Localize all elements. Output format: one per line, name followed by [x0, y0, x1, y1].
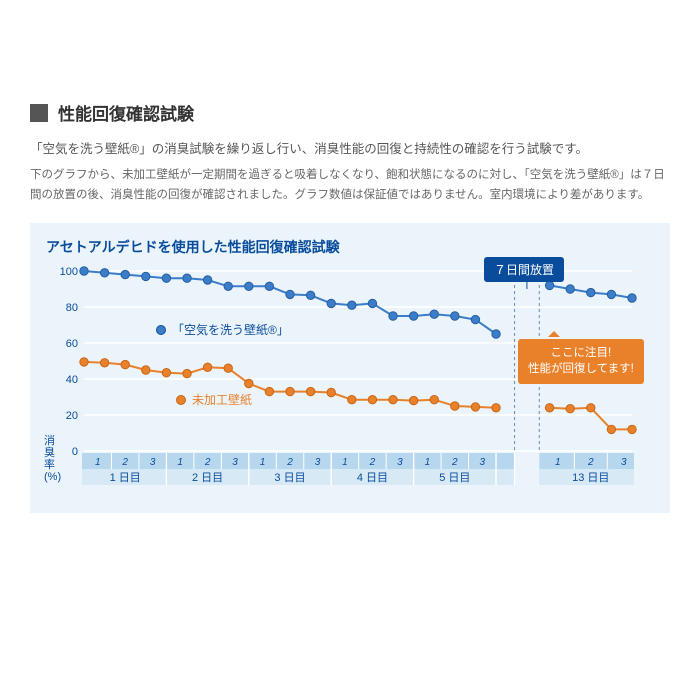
svg-text:2: 2 [587, 457, 594, 468]
svg-text:1: 1 [342, 457, 348, 468]
svg-text:40: 40 [66, 374, 78, 386]
svg-text:1: 1 [95, 457, 101, 468]
svg-text:3: 3 [480, 457, 486, 468]
svg-text:2: 2 [369, 457, 376, 468]
svg-text:13 日目: 13 日目 [572, 472, 609, 484]
svg-text:1: 1 [425, 457, 431, 468]
chart-title: アセトアルデヒドを使用した性能回復確認試験 [46, 237, 654, 257]
svg-text:4 日目: 4 日目 [357, 472, 388, 484]
svg-text:3: 3 [397, 457, 403, 468]
svg-text:1: 1 [555, 457, 561, 468]
chart-wrap: 0 20 40 60 80 100 1 2 3 1 日目 1 2 3 2 日目 1 2 3 3 日目 1 2 3 4 日目… [46, 263, 654, 503]
svg-text:1: 1 [177, 457, 183, 468]
svg-text:1: 1 [260, 457, 266, 468]
legend-blue: 「空気を洗う壁紙®」 [156, 321, 289, 338]
svg-text:0: 0 [72, 446, 78, 458]
ylabel-3: (%) [44, 471, 61, 483]
svg-text:3: 3 [232, 457, 238, 468]
svg-text:1 日目: 1 日目 [110, 472, 141, 484]
callout-top-text: ７日間放置 [494, 263, 554, 277]
svg-text:2: 2 [121, 457, 128, 468]
svg-text:20: 20 [66, 410, 78, 422]
chart-panel: アセトアルデヒドを使用した性能回復確認試験 0 20 40 60 80 100 1 2 3 1 日… [30, 223, 670, 513]
section-marker [30, 104, 48, 122]
dot-icon [156, 325, 166, 335]
legend-orange-label: 未加工壁紙 [192, 391, 252, 408]
svg-text:100: 100 [60, 266, 78, 278]
legend-blue-label: 「空気を洗う壁紙®」 [172, 321, 289, 338]
svg-text:3: 3 [150, 457, 156, 468]
svg-text:80: 80 [66, 302, 78, 314]
legend-orange: 未加工壁紙 [176, 391, 252, 408]
ylabel-0: 消 [44, 435, 61, 447]
svg-text:2 日目: 2 日目 [192, 472, 223, 484]
svg-text:3: 3 [621, 457, 627, 468]
svg-text:2: 2 [451, 457, 458, 468]
svg-text:3: 3 [315, 457, 321, 468]
section-title: 性能回復確認試験 [58, 100, 194, 125]
description-text: 下のグラフから、未加工壁紙が一定期間を過ぎると吸着しなくなり、飽和状態になるのに… [30, 166, 670, 205]
dot-icon [176, 395, 186, 405]
y-axis-label: 消 臭 率 (%) [44, 435, 61, 483]
intro-text: 「空気を洗う壁紙®」の消臭試験を繰り返し行い、消臭性能の回復と持続性の確認を行う… [30, 139, 670, 160]
svg-text:5 日目: 5 日目 [439, 472, 470, 484]
svg-text:2: 2 [286, 457, 293, 468]
callout-orange: ここに注目! 性能が回復してます! [518, 339, 644, 383]
ylabel-1: 臭 [44, 447, 61, 459]
ylabel-2: 率 [44, 459, 61, 471]
svg-text:60: 60 [66, 338, 78, 350]
callout-orange-l2: 性能が回復してます! [528, 363, 634, 375]
svg-text:3 日目: 3 日目 [274, 472, 305, 484]
callout-orange-l1: ここに注目! [551, 347, 612, 359]
callout-top: ７日間放置 [484, 257, 564, 282]
svg-text:2: 2 [204, 457, 211, 468]
